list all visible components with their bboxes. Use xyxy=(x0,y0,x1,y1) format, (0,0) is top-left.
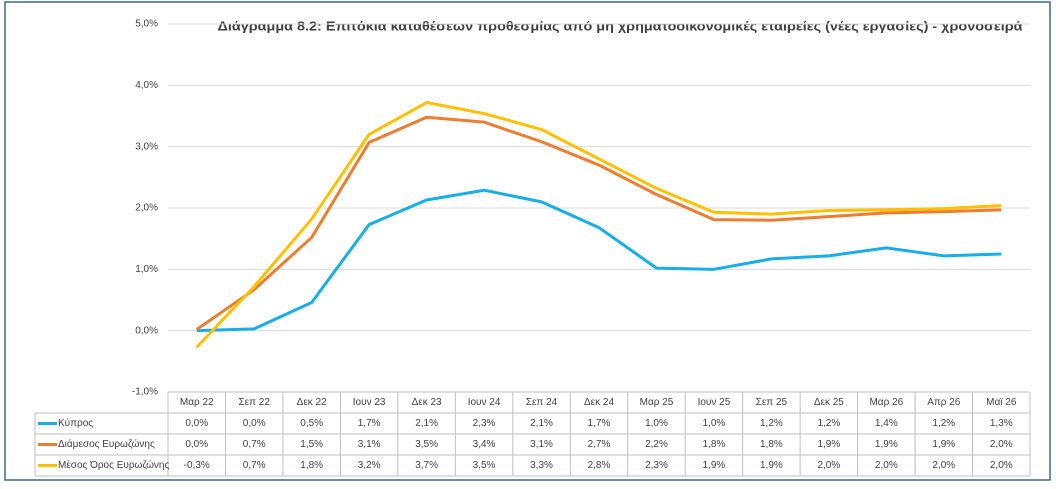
data-label: 1,9% xyxy=(932,439,955,450)
y-tick-label: 1,0% xyxy=(135,264,158,275)
data-label: 0,7% xyxy=(243,460,266,471)
data-label: 2,0% xyxy=(875,460,898,471)
x-tick-label: Ιουν 25 xyxy=(698,397,731,408)
data-label: 3,4% xyxy=(473,439,496,450)
data-label: 0,5% xyxy=(300,418,323,429)
data-label: 1,5% xyxy=(300,439,323,450)
data-label: 1,8% xyxy=(300,460,323,471)
x-tick-label: Ιουν 24 xyxy=(468,397,501,408)
data-label: -0,3% xyxy=(184,460,210,471)
data-label: 1,3% xyxy=(990,418,1013,429)
x-tick-label: Απρ 26 xyxy=(927,397,961,408)
series-line xyxy=(196,188,1002,333)
data-label: 0,0% xyxy=(185,418,208,429)
data-label: 2,0% xyxy=(932,460,955,471)
series-line xyxy=(195,101,1002,349)
data-label: 1,2% xyxy=(760,418,783,429)
x-tick-label: Ιουν 23 xyxy=(353,397,386,408)
data-label: 1,0% xyxy=(703,418,726,429)
data-label: 2,0% xyxy=(990,460,1013,471)
series-line xyxy=(195,115,1002,331)
data-label: 1,8% xyxy=(703,439,726,450)
data-label: 2,0% xyxy=(817,460,840,471)
data-label: 2,3% xyxy=(645,460,668,471)
legend-label: Διάμεσος Ευρωζώνης xyxy=(58,438,155,450)
data-label: 3,7% xyxy=(415,460,438,471)
legend-label: Μέσος Όρος Ευρωζώνης xyxy=(58,459,169,471)
y-tick-label: 3,0% xyxy=(135,141,158,152)
data-label: 1,7% xyxy=(588,418,611,429)
data-label: 1,2% xyxy=(932,418,955,429)
data-label: 1,4% xyxy=(875,418,898,429)
data-label: 2,2% xyxy=(645,439,668,450)
data-label: 2,1% xyxy=(530,418,553,429)
x-tick-label: Μαρ 26 xyxy=(869,397,903,408)
data-label: 3,5% xyxy=(473,460,496,471)
x-tick-label: Σεπ 25 xyxy=(756,397,788,408)
y-tick-label: 0,0% xyxy=(135,325,158,336)
x-tick-label: Δεκ 25 xyxy=(814,397,844,408)
data-label: 0,0% xyxy=(185,439,208,450)
data-label: 3,2% xyxy=(358,460,381,471)
y-tick-label: 4,0% xyxy=(135,80,158,91)
data-label: 1,8% xyxy=(760,439,783,450)
data-label: 1,2% xyxy=(817,418,840,429)
y-tick-label: 2,0% xyxy=(135,203,158,214)
data-label: 2,7% xyxy=(588,439,611,450)
x-tick-label: Δεκ 23 xyxy=(412,397,442,408)
data-label: 1,9% xyxy=(760,460,783,471)
data-label: 0,7% xyxy=(243,439,266,450)
x-tick-label: Μαρ 25 xyxy=(640,397,674,408)
data-label: 1,9% xyxy=(817,439,840,450)
data-label: 3,1% xyxy=(530,439,553,450)
legend-label: Κύπρος xyxy=(58,417,93,429)
data-label: 3,1% xyxy=(358,439,381,450)
data-label: 1,9% xyxy=(875,439,898,450)
data-label: 2,3% xyxy=(473,418,496,429)
data-label: 1,0% xyxy=(645,418,668,429)
data-label: 1,7% xyxy=(358,418,381,429)
x-tick-label: Δεκ 24 xyxy=(584,397,614,408)
x-tick-label: Μαϊ 26 xyxy=(986,397,1017,408)
x-tick-label: Σεπ 22 xyxy=(238,397,270,408)
data-label: 2,0% xyxy=(990,439,1013,450)
x-tick-label: Σεπ 24 xyxy=(526,397,558,408)
data-label: 1,9% xyxy=(703,460,726,471)
data-label: 2,1% xyxy=(415,418,438,429)
chart-frame xyxy=(4,1,1051,481)
y-tick-label: -1,0% xyxy=(132,387,158,398)
x-tick-label: Δεκ 22 xyxy=(297,397,327,408)
data-label: 2,8% xyxy=(588,460,611,471)
data-label: 3,5% xyxy=(415,439,438,450)
chart-title: Διάγραμμα 8.2: Επιτόκια καταθέσεων προθε… xyxy=(218,18,1023,33)
y-tick-label: 5,0% xyxy=(135,19,158,30)
x-tick-label: Μαρ 22 xyxy=(180,397,214,408)
data-label: 0,0% xyxy=(243,418,266,429)
data-label: 3,3% xyxy=(530,460,553,471)
